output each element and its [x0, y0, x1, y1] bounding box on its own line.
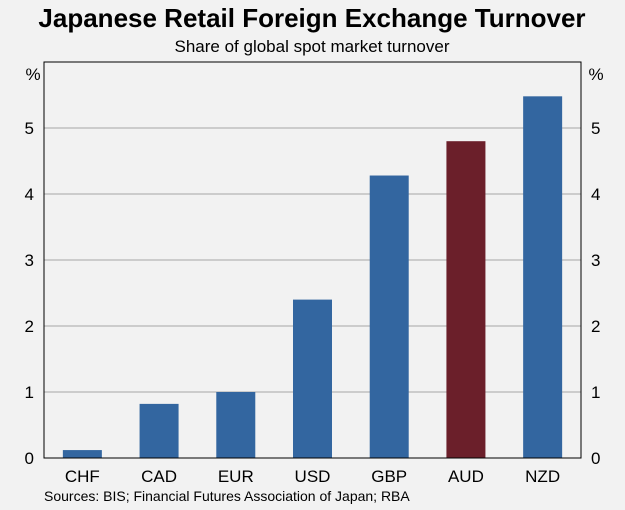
y-tick-right: 1 [591, 383, 600, 402]
y-tick-right: 4 [591, 185, 600, 204]
gridlines [44, 127, 581, 393]
y-axis-unit-left: % [25, 65, 40, 84]
y-tick-left: 5 [25, 119, 34, 138]
x-category-label: AUD [448, 467, 484, 486]
x-category-label: CHF [65, 467, 100, 486]
bar-nzd [523, 96, 563, 458]
bar-gbp [369, 175, 409, 458]
y-tick-left: 2 [25, 317, 34, 336]
bars [62, 96, 563, 458]
bar-aud [446, 141, 486, 458]
x-category-label: USD [295, 467, 331, 486]
chart-title: Japanese Retail Foreign Exchange Turnove… [38, 3, 585, 33]
source-note: Sources: BIS; Financial Futures Associat… [44, 488, 410, 504]
bar-chf [62, 450, 102, 458]
bar-cad [139, 403, 179, 458]
y-tick-right: 0 [591, 449, 600, 468]
x-category-label: EUR [218, 467, 254, 486]
x-category-label: NZD [525, 467, 560, 486]
y-tick-left: 4 [25, 185, 34, 204]
y-axis-unit-right: % [588, 65, 603, 84]
y-ticks-left: 0 1 2 3 4 5 [25, 119, 34, 468]
x-category-label: GBP [371, 467, 407, 486]
bar-usd [293, 299, 332, 458]
y-tick-left: 3 [25, 251, 34, 270]
chart-subtitle: Share of global spot market turnover [175, 37, 450, 56]
plot-frame [43, 61, 582, 459]
y-tick-right: 2 [591, 317, 600, 336]
y-tick-right: 5 [591, 119, 600, 138]
x-categories: CHF CAD EUR USD GBP AUD NZD [65, 467, 560, 486]
bar-eur [216, 392, 256, 458]
y-tick-right: 3 [591, 251, 600, 270]
x-category-label: CAD [141, 467, 177, 486]
y-tick-left: 0 [25, 449, 34, 468]
y-tick-left: 1 [25, 383, 34, 402]
y-ticks-right: 0 1 2 3 4 5 [591, 119, 600, 468]
